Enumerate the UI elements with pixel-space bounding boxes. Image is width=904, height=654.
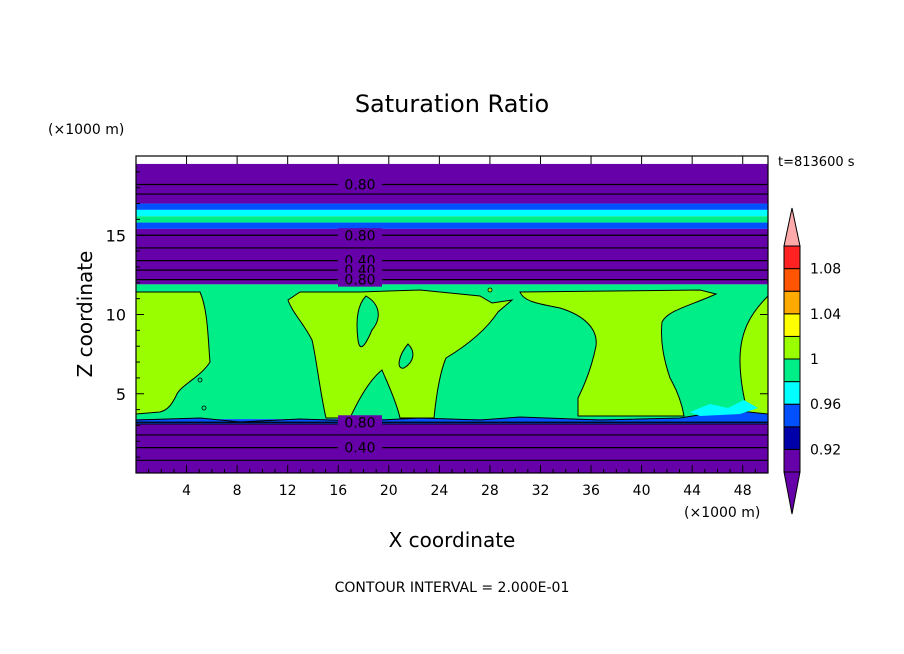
colorbar-label-4: 1 — [810, 352, 819, 368]
x-tick-label-12: 12 — [279, 483, 297, 499]
y-tick-label-10: 10 — [106, 306, 126, 325]
blob-speck-2 — [201, 405, 207, 411]
colorbar: 0.92 0.96 1 1.04 1.08 — [783, 207, 841, 515]
colorbar-segment-3 — [783, 381, 801, 405]
colorbar-segment-2 — [783, 403, 801, 428]
contour-label-6: 0.40 — [344, 441, 375, 457]
x-tick-label-48: 48 — [734, 483, 752, 499]
y-ticks: 5 10 15 — [106, 171, 768, 458]
x-tick-label-20: 20 — [380, 483, 398, 499]
plot-area: 0.800.800.400.400.800.800.40 — [136, 156, 768, 473]
light-green-blobs — [136, 287, 768, 425]
region-band-1 — [136, 163, 768, 204]
region-band-3 — [136, 209, 768, 217]
colorbar-segment-9 — [783, 245, 801, 270]
contour-interval-footer: CONTOUR INTERVAL = 2.000E-01 — [335, 580, 570, 596]
colorbar-label-6: 1.04 — [810, 307, 841, 323]
x-tick-label-28: 28 — [481, 483, 499, 499]
contour-lines: 0.800.800.400.400.800.800.40 — [136, 177, 768, 461]
colorbar-under-arrow — [783, 471, 801, 515]
colorbar-segment-1 — [783, 426, 801, 450]
contour-label-0: 0.80 — [344, 178, 375, 194]
x-unit-label: (×1000 m) — [684, 505, 760, 521]
y-unit-label: (×1000 m) — [48, 122, 124, 138]
blob-speck-1 — [197, 377, 203, 383]
blob-main — [287, 289, 514, 419]
colorbar-segment-8 — [783, 268, 801, 292]
colorbar-over-arrow — [783, 207, 801, 247]
contour-label-bg-5 — [338, 415, 382, 430]
colorbar-label-2: 0.96 — [810, 397, 841, 413]
x-tick-label-4: 4 — [182, 483, 191, 499]
contour-label-bg-6 — [338, 440, 382, 455]
chart-title: Saturation Ratio — [355, 90, 549, 118]
x-axis-label: X coordinate — [389, 528, 516, 552]
hole-main-right — [398, 343, 414, 369]
hole-main-left — [356, 295, 379, 348]
contour-label-bg-4 — [338, 272, 382, 287]
contour-label-4: 0.80 — [344, 273, 375, 289]
contour-label-5: 0.80 — [344, 415, 375, 431]
region-band-4 — [136, 216, 768, 223]
blob-left — [136, 291, 211, 415]
x-tick-label-44: 44 — [683, 483, 701, 499]
colorbar-segment-4 — [783, 358, 801, 383]
region-band-6 — [136, 228, 768, 285]
x-tick-label-40: 40 — [633, 483, 651, 499]
time-label: t=813600 s — [778, 155, 855, 170]
region-band-0 — [136, 156, 768, 164]
blob-center-right — [519, 289, 718, 417]
colorbar-segment-7 — [783, 290, 801, 315]
x-tick-label-24: 24 — [430, 483, 448, 499]
contour-label-bg-0 — [338, 177, 382, 192]
x-tick-label-16: 16 — [329, 483, 347, 499]
colorbar-label-0: 0.92 — [810, 442, 841, 458]
x-tick-label-36: 36 — [582, 483, 600, 499]
colorbar-segment-6 — [783, 313, 801, 337]
colorbar-label-8: 1.08 — [810, 262, 841, 278]
y-axis-label: Z coordinate — [73, 251, 97, 378]
contour-label-1: 0.80 — [344, 228, 375, 244]
x-tick-label-8: 8 — [233, 483, 242, 499]
region-band-5 — [136, 222, 768, 229]
cloud-base-wiggle — [136, 409, 768, 425]
colorbar-segment-0 — [783, 448, 801, 473]
y-tick-label-15: 15 — [106, 226, 126, 245]
blob-speck-3 — [487, 287, 493, 293]
cloud-base-cyan — [690, 400, 758, 416]
y-tick-label-5: 5 — [116, 385, 126, 404]
region-band-2 — [136, 203, 768, 210]
x-ticks: 4 8 12 16 20 24 28 32 36 40 44 48 — [148, 156, 756, 499]
contour-label-bg-1 — [338, 228, 382, 243]
x-tick-label-32: 32 — [532, 483, 550, 499]
colorbar-segment-5 — [783, 335, 801, 360]
